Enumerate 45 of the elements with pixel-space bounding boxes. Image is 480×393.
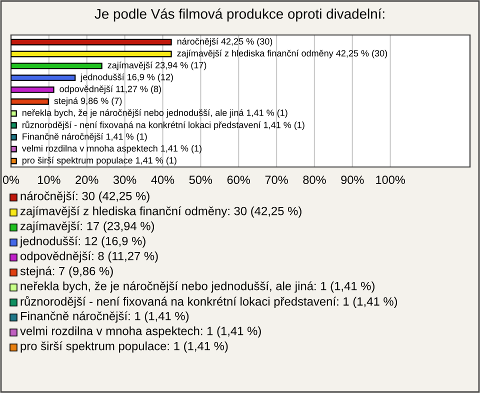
x-tick-label: 70% [265, 176, 288, 184]
bar [11, 158, 17, 164]
y-tick-label: neřekla bych, že je náročnější nebo jednodušší, ale jiná 1,41 % (1) [22, 109, 288, 118]
bar [11, 110, 17, 117]
bar [11, 134, 17, 140]
chart-title: Je podle Vás filmová produkce oproti divadelní: [94, 8, 384, 22]
y-tick-label: zajímavější z hlediska finanční odměny 42,25 % (30) [177, 50, 388, 58]
x-tick-label: 80% [303, 176, 326, 184]
bar [11, 74, 76, 82]
text: neřekla bych, že je náročnější nebo jednodušší, ale jiná: 1 (1,41 %) [20, 281, 374, 293]
x-tick-label: 100% [376, 176, 406, 184]
x-tick-label: 90% [341, 176, 364, 184]
x-tick-label: 10% [38, 176, 60, 184]
bar [11, 122, 17, 129]
bar [11, 146, 17, 152]
y-tick-label: různorodější - není fixovaná na konkrétní lokaci představení 1,41 % (1) [22, 120, 304, 130]
x-tick-label: 0% [2, 176, 20, 184]
x-tick-label: 30% [113, 176, 136, 184]
bar [11, 62, 102, 70]
text: Finančně náročnější: 1 (1,41 %) [20, 311, 189, 323]
text: odpovědnější: 8 (11,27 %) [20, 251, 158, 263]
y-tick-label: pro širší spektrum populace 1,41 % (1) [22, 156, 176, 166]
text: stejná: 7 (9,86 %) [20, 266, 113, 278]
text: pro širší spektrum populace: 1 (1,41 %) [20, 341, 228, 353]
bar [11, 38, 172, 46]
text: různorodější - není fixovaná na konkrétní lokaci představení: 1 (1,41 %) [20, 296, 398, 308]
y-tick-label: zajímavější 23,94 % (17) [108, 62, 206, 70]
x-tick-label: 60% [227, 176, 250, 184]
y-tick-label: odpovědnější 11,27 % (8) [60, 85, 161, 94]
bar [11, 86, 54, 93]
x-tick-label: 20% [76, 176, 98, 184]
x-tick-label: 50% [189, 176, 212, 184]
y-tick-label: velmi rozdilna v mnoha aspektech 1,41 % (1) [22, 144, 202, 154]
text: velmi rozdilna v mnoha aspektech: 1 (1,41 %) [20, 326, 261, 338]
text: zajímavější: 17 (23,94 %) [20, 221, 154, 233]
text: jednodušší: 12 (16,9 %) [20, 236, 146, 248]
bar [11, 98, 49, 105]
x-tick-label: 40% [151, 176, 174, 184]
y-tick-label: jednodušší 16,9 % (12) [80, 74, 173, 82]
y-tick-label: Finančně náročnější 1,41 % (1) [22, 133, 147, 142]
text: náročnější: 30 (42,25 %) [20, 191, 150, 203]
y-tick-label: stejná 9,86 % (7) [54, 97, 122, 106]
text: zajímavější z hlediska finanční odměny: 30 (42,25 %) [20, 206, 302, 218]
y-tick-label: náročnější 42,25 % (30) [177, 38, 272, 46]
bar [11, 50, 172, 58]
